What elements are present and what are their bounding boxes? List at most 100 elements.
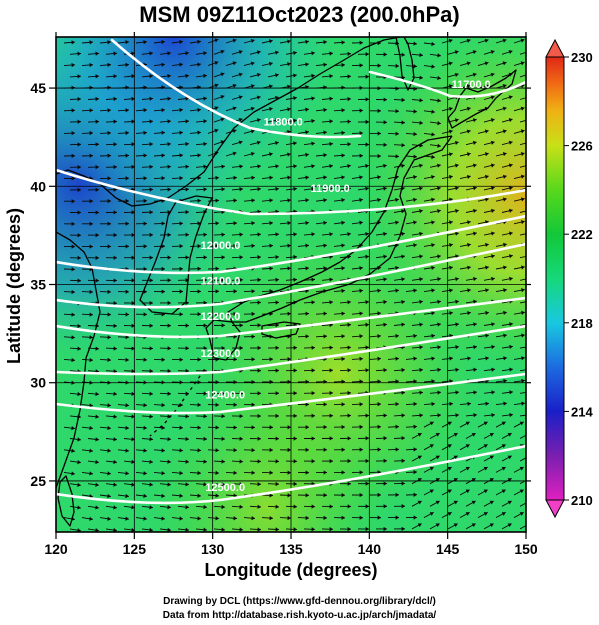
wind-arrow: [303, 300, 316, 305]
wind-arrow: [339, 142, 352, 147]
wind-arrow: [87, 142, 100, 147]
wind-arrow: [261, 425, 274, 430]
wind-arrow: [69, 210, 82, 215]
wind-arrow: [189, 289, 202, 294]
wind-arrow: [459, 401, 471, 406]
wind-arrow: [279, 152, 291, 157]
wind-arrow: [213, 117, 225, 123]
wind-arrow: [375, 367, 388, 373]
wind-arrow: [441, 489, 452, 496]
wind-arrow: [411, 478, 422, 485]
wind-arrow: [123, 482, 135, 487]
wind-arrow: [303, 413, 316, 418]
map-plot-area: 11700.0 11800.0 11900.0 12000.0 12100.0 12200…: [56, 37, 526, 532]
wind-arrow: [261, 220, 273, 226]
wind-arrow: [351, 470, 364, 475]
wind-arrow: [195, 436, 208, 442]
wind-arrow: [357, 97, 370, 102]
x-tick-label: 145: [436, 541, 460, 557]
wind-arrow: [441, 311, 453, 316]
wind-arrow: [447, 390, 459, 395]
wind-arrow: [477, 288, 489, 293]
wind-arrow: [141, 391, 154, 396]
wind-arrow: [441, 466, 452, 473]
wind-arrow: [393, 458, 406, 463]
wind-arrow: [375, 322, 387, 327]
wind-arrow: [243, 61, 255, 67]
wind-arrow: [465, 478, 476, 485]
wind-arrow: [297, 266, 309, 271]
wind-arrow: [315, 470, 328, 475]
wind-arrow: [303, 118, 315, 124]
wind-arrow: [441, 401, 453, 407]
wind-arrow: [279, 175, 291, 180]
wind-arrow: [465, 322, 477, 327]
wind-arrow: [297, 334, 310, 339]
wind-arrow: [465, 72, 477, 78]
wind-arrow: [351, 288, 363, 293]
coastline-china-east: [56, 231, 101, 489]
wind-arrow: [339, 481, 352, 486]
wind-arrow: [321, 277, 333, 282]
wind-arrow: [195, 527, 207, 532]
wind-arrow: [339, 96, 352, 102]
wind-arrow: [171, 221, 184, 226]
wind-arrow: [267, 527, 280, 532]
wind-arrow: [105, 437, 117, 442]
wind-arrow: [285, 527, 298, 532]
wind-arrow: [117, 108, 130, 113]
wind-arrow: [387, 424, 400, 429]
wind-arrow: [123, 414, 135, 419]
wind-arrow: [321, 141, 333, 147]
wind-arrow: [135, 153, 148, 158]
wind-arrow: [267, 300, 280, 305]
wind-arrow: [141, 119, 154, 124]
wind-arrow: [195, 459, 208, 464]
wind-arrow: [207, 61, 219, 67]
wind-arrow: [411, 98, 423, 103]
wind-arrow: [429, 98, 441, 103]
wind-arrow: [405, 109, 417, 114]
wind-arrow: [501, 140, 513, 146]
wind-arrow: [297, 39, 309, 44]
wind-arrow: [69, 142, 82, 147]
wind-arrow: [189, 221, 202, 226]
wind-arrow: [333, 198, 345, 203]
wind-arrow: [135, 176, 148, 181]
wind-arrow: [153, 244, 166, 249]
wind-arrow: [495, 106, 507, 112]
wind-arrow: [375, 254, 387, 259]
wind-arrow: [411, 345, 423, 350]
coastline-mainland: [56, 37, 401, 207]
wind-arrow: [459, 174, 471, 180]
wind-arrow: [195, 141, 207, 147]
wind-arrow: [357, 299, 369, 305]
wind-arrow: [159, 96, 171, 101]
wind-arrow: [171, 448, 184, 453]
wind-arrow: [105, 346, 118, 351]
wind-arrow: [459, 38, 471, 44]
wind-arrow: [117, 448, 129, 453]
wind-arrow: [177, 482, 189, 487]
wind-arrow: [63, 108, 76, 113]
wind-arrow: [351, 334, 364, 339]
wind-arrow: [501, 367, 513, 372]
wind-arrow: [99, 312, 112, 317]
wind-arrow: [387, 492, 400, 498]
wind-arrow: [315, 107, 327, 113]
wind-arrow: [429, 121, 441, 126]
wind-arrow: [69, 346, 82, 351]
wind-arrow: [315, 334, 328, 339]
wind-arrow: [405, 492, 418, 497]
wind-arrow: [393, 299, 405, 305]
wind-arrow: [99, 289, 112, 294]
wind-arrow: [339, 458, 352, 464]
wind-arrow: [69, 119, 82, 124]
wind-arrow: [135, 516, 147, 521]
wind-arrow: [63, 153, 76, 158]
wind-arrow: [81, 108, 94, 113]
wind-arrow: [465, 390, 477, 395]
wind-arrow: [369, 402, 382, 407]
wind-arrow: [225, 221, 238, 226]
wind-arrow: [135, 198, 148, 204]
